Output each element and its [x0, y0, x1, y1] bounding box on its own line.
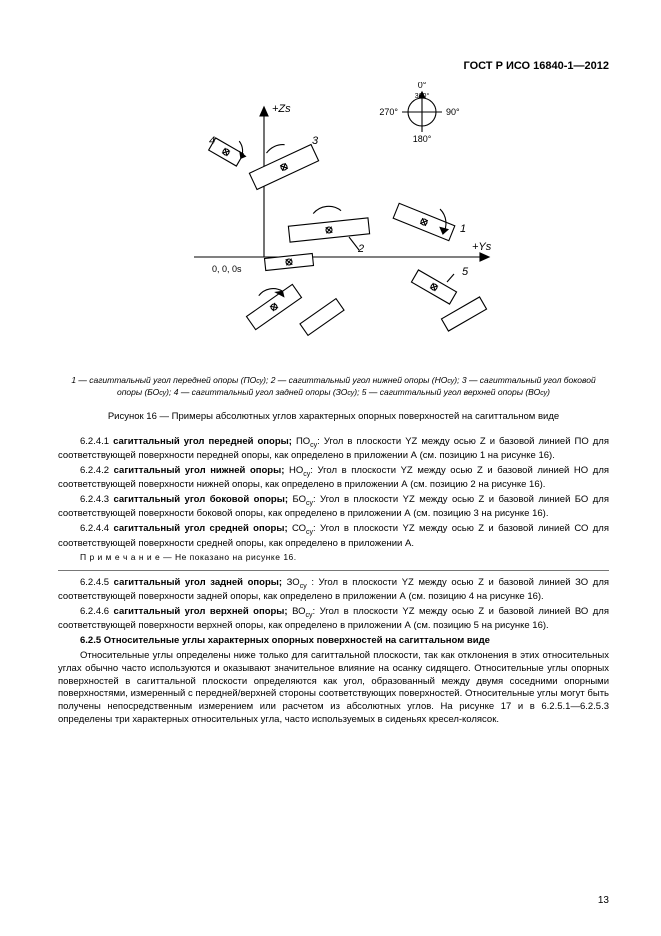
para-6-2-4-4: 6.2.4.4 сагиттальный угол средней опоры;… — [58, 523, 609, 550]
para-6-2-4-6: 6.2.4.6 сагиттальный угол верхней опоры;… — [58, 606, 609, 633]
label-4: 4 — [209, 135, 215, 147]
para-6-2-5-body: Относительные углы определены ниже тольк… — [58, 650, 609, 727]
compass-270: 270° — [379, 107, 398, 117]
label-1: 1 — [460, 223, 466, 235]
figure-16-diagram: 0° 360° 270° 90° 180° +Zs +Ys 0, 0, 0s — [154, 82, 514, 362]
note-text: П р и м е ч а н и е — Не показано на рис… — [58, 552, 609, 563]
compass-180: 180° — [412, 134, 431, 144]
para-6-2-4-1: 6.2.4.1 сагиттальный угол передней опоры… — [58, 436, 609, 463]
para-6-2-4-5: 6.2.4.5 сагиттальный угол задней опоры; … — [58, 577, 609, 604]
para-6-2-5-head: 6.2.5 Относительные углы характерных опо… — [58, 635, 609, 648]
page-number: 13 — [598, 895, 609, 906]
compass-360: 360° — [414, 92, 429, 100]
figure-16-wrap: 0° 360° 270° 90° 180° +Zs +Ys 0, 0, 0s — [58, 82, 609, 367]
body-text: 6.2.4.1 сагиттальный угол передней опоры… — [58, 436, 609, 727]
para-6-2-4-3: 6.2.4.3 сагиттальный угол боковой опоры;… — [58, 494, 609, 521]
para-6-2-4-2: 6.2.4.2 сагиттальный угол нижней опоры; … — [58, 465, 609, 492]
figure-16-caption: Рисунок 16 — Примеры абсолютных углов ха… — [58, 411, 609, 422]
figure-16-legend: 1 — сагиттальный угол передней опоры (ПО… — [58, 375, 609, 399]
section-rule — [58, 570, 609, 571]
compass-90: 90° — [446, 107, 460, 117]
label-3: 3 — [312, 135, 319, 147]
compass-0: 0° — [417, 82, 426, 90]
standard-header: ГОСТ Р ИСО 16840-1—2012 — [58, 60, 609, 72]
z-axis-label: +Zs — [272, 103, 291, 115]
label-2: 2 — [357, 243, 364, 255]
label-5: 5 — [462, 266, 469, 278]
y-axis-label: +Ys — [472, 241, 492, 253]
origin-label: 0, 0, 0s — [212, 264, 242, 274]
